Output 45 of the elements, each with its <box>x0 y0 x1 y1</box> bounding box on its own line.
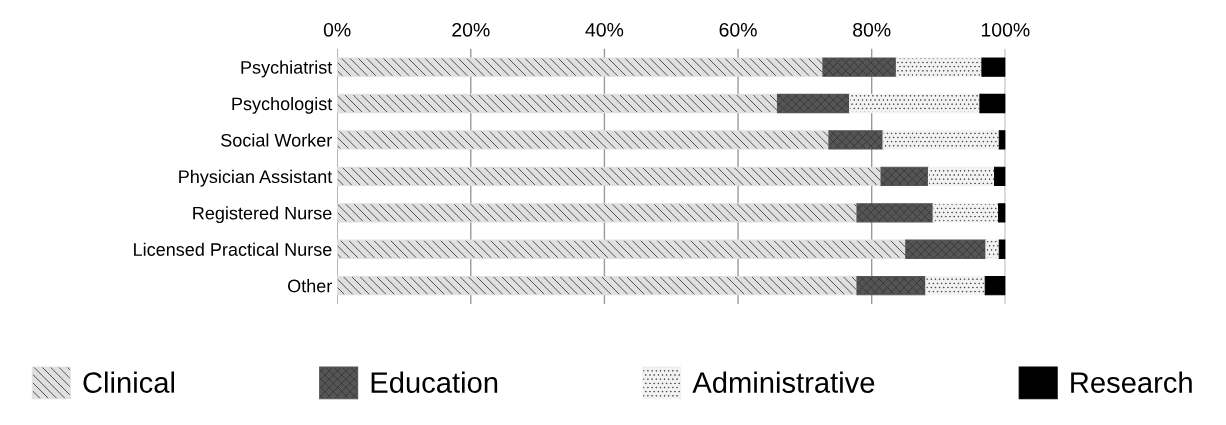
x-tick-label: 80% <box>853 22 891 37</box>
bar <box>337 57 824 77</box>
x-tick-label: 60% <box>719 22 757 37</box>
bar <box>856 275 927 296</box>
bar <box>994 166 1006 187</box>
bar <box>822 57 897 77</box>
bar <box>337 130 830 150</box>
y-tick-label: Psychiatrist <box>241 60 333 78</box>
bar <box>337 166 882 187</box>
bar <box>895 57 983 77</box>
bar <box>984 275 1006 296</box>
bar <box>998 203 1006 223</box>
bar <box>905 239 987 259</box>
bar <box>882 130 1000 150</box>
bar <box>776 93 851 114</box>
legend-label: Administrative <box>692 371 875 393</box>
y-tick-label: Physician Assistant <box>179 169 333 187</box>
bar <box>985 239 1000 259</box>
bar <box>880 166 930 187</box>
bar <box>927 166 996 187</box>
bar <box>998 239 1006 259</box>
bar <box>828 130 884 150</box>
y-tick-label: Other <box>287 279 332 293</box>
bar <box>337 93 779 114</box>
y-tick-label: Social Worker <box>221 133 332 147</box>
y-tick-label: Psychologist <box>232 96 333 114</box>
bar <box>849 93 981 114</box>
bar <box>337 275 858 296</box>
x-tick-label: 100% <box>981 22 1030 37</box>
legend-label: Clinical <box>83 371 175 393</box>
x-tick-label: 20% <box>452 22 490 37</box>
bar <box>979 93 1006 114</box>
bar <box>337 203 858 223</box>
y-tick-label: Licensed Practical Nurse <box>134 242 332 256</box>
x-tick-label: 40% <box>585 22 624 37</box>
legend-label: Research <box>1071 371 1192 393</box>
x-tick-label: 0% <box>323 22 351 37</box>
bar <box>856 203 934 223</box>
bar <box>998 130 1006 150</box>
bar <box>337 239 907 259</box>
bar <box>925 275 986 296</box>
bar <box>932 203 1000 223</box>
y-tick-label: Registered Nurse <box>193 206 332 224</box>
bar <box>981 57 1006 77</box>
legend-label: Education <box>371 371 498 393</box>
